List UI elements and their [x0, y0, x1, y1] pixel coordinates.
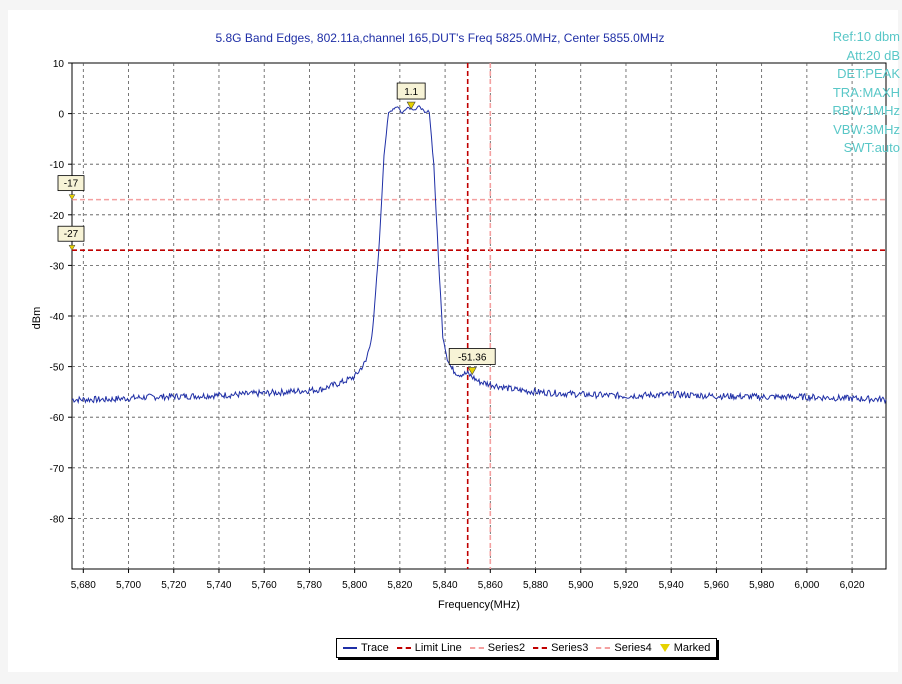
x-tick-label: 5,840	[433, 580, 458, 591]
x-axis-label: Frequency(MHz)	[438, 599, 520, 611]
y-tick-label: -40	[50, 312, 65, 323]
x-tick-label: 5,760	[252, 580, 277, 591]
y-tick-label: -80	[50, 514, 65, 525]
rbw-text: RBW:1MHz	[832, 103, 900, 118]
ref-marker-triangle	[68, 194, 76, 201]
x-tick-label: 5,780	[297, 580, 322, 591]
x-tick-label: 6,020	[840, 580, 865, 591]
x-tick-label: 5,960	[704, 580, 729, 591]
y-tick-label: 0	[58, 110, 64, 121]
legend-item-series2: Series2	[469, 642, 526, 654]
limit-line-label-box: -27	[57, 225, 85, 251]
sweep-time-text: SWT:auto	[843, 140, 900, 155]
x-tick-label: 5,880	[523, 580, 548, 591]
legend-label: Trace	[361, 642, 389, 654]
x-tick-label: 5,800	[342, 580, 367, 591]
legend-label: Series3	[551, 642, 589, 654]
legend: Trace Limit Line Series2 Series3 Series4 Mark…	[336, 638, 718, 658]
y-tick-label: -10	[50, 160, 65, 171]
trace-mode-text: TRA:MAXH	[832, 84, 900, 100]
detector-text: DET:PEAK	[837, 66, 900, 81]
legend-label: Series2	[487, 642, 526, 654]
label-box	[57, 225, 85, 242]
ref-level-text: Ref:10 dbm	[832, 29, 900, 44]
y-tick-label: 10	[53, 59, 65, 70]
series	[71, 105, 887, 405]
x-tick-label: 5,680	[71, 580, 96, 591]
y-tick-label: -20	[50, 211, 65, 222]
legend-label: Marked	[673, 642, 711, 654]
legend-swatch	[343, 647, 357, 649]
marker-label-box	[448, 348, 496, 365]
legend-swatch	[469, 647, 484, 649]
trace-line	[71, 105, 887, 405]
legend-item-limit-line: Limit Line	[396, 642, 462, 654]
ref-marker-triangle	[68, 244, 76, 251]
legend-swatch	[596, 647, 611, 649]
legend-item-series3: Series3	[533, 642, 588, 654]
y-tick-label: -30	[50, 261, 65, 272]
legend-item-marked: Marked	[659, 642, 711, 654]
x-tick-label: 5,720	[161, 580, 186, 591]
x-tick-label: 5,820	[387, 580, 412, 591]
analyzer-settings: Ref:10 dbm Att:20 dB DET:PEAK TRA:MAXH R…	[828, 28, 900, 158]
marked-triangle-icon	[659, 644, 670, 652]
marker-label-box	[396, 82, 426, 100]
chart-title: 5.8G Band Edges, 802.11a,channel 165,DUT…	[216, 31, 665, 45]
chart-background	[8, 10, 898, 672]
data-marker: 1.1	[396, 82, 426, 110]
y-tick-label: -50	[50, 363, 65, 374]
x-tick-label: 5,920	[613, 580, 638, 591]
ref-line-label: -27	[64, 229, 79, 240]
y-axis: 10 0 -10 -20 -30 -40 -50 -60 -70 -80	[50, 59, 72, 525]
legend-label: Limit Line	[414, 642, 462, 654]
legend-item-trace: Trace	[343, 642, 389, 654]
y-tick-label: -60	[50, 413, 65, 424]
legend-item-series4: Series4	[596, 642, 652, 654]
x-axis: 5,680 5,700 5,720 5,740 5,760 5,780 5,800 5,820…	[71, 569, 865, 591]
data-marker: -51.36	[448, 348, 496, 376]
y-axis-label: dBm	[31, 307, 43, 330]
x-tick-label: 5,940	[659, 580, 684, 591]
series2-label-box: -17	[57, 175, 85, 201]
ref-line-label: -17	[64, 179, 79, 190]
attenuation-text: Att:20 dB	[846, 47, 900, 63]
legend-swatch	[396, 647, 411, 649]
y-tick-label: -70	[50, 464, 65, 475]
markers: 1.1 -51.36	[396, 82, 496, 376]
marker-label: 1.1	[404, 87, 418, 98]
marker-label: -51.36	[458, 352, 487, 363]
marker-triangle	[467, 367, 477, 376]
marker-triangle	[406, 101, 416, 110]
label-box	[57, 175, 85, 192]
x-tick-label: 6,000	[794, 580, 819, 591]
legend-label: Series4	[614, 642, 652, 654]
x-tick-label: 5,860	[478, 580, 503, 591]
legend-swatch	[533, 647, 548, 649]
x-tick-label: 5,740	[206, 580, 231, 591]
reference-lines: -27 -17	[57, 63, 886, 569]
vbw-text: VBW:3MHz	[833, 121, 900, 137]
x-tick-label: 5,980	[749, 580, 774, 591]
x-tick-label: 5,900	[568, 580, 593, 591]
x-tick-label: 5,700	[116, 580, 141, 591]
